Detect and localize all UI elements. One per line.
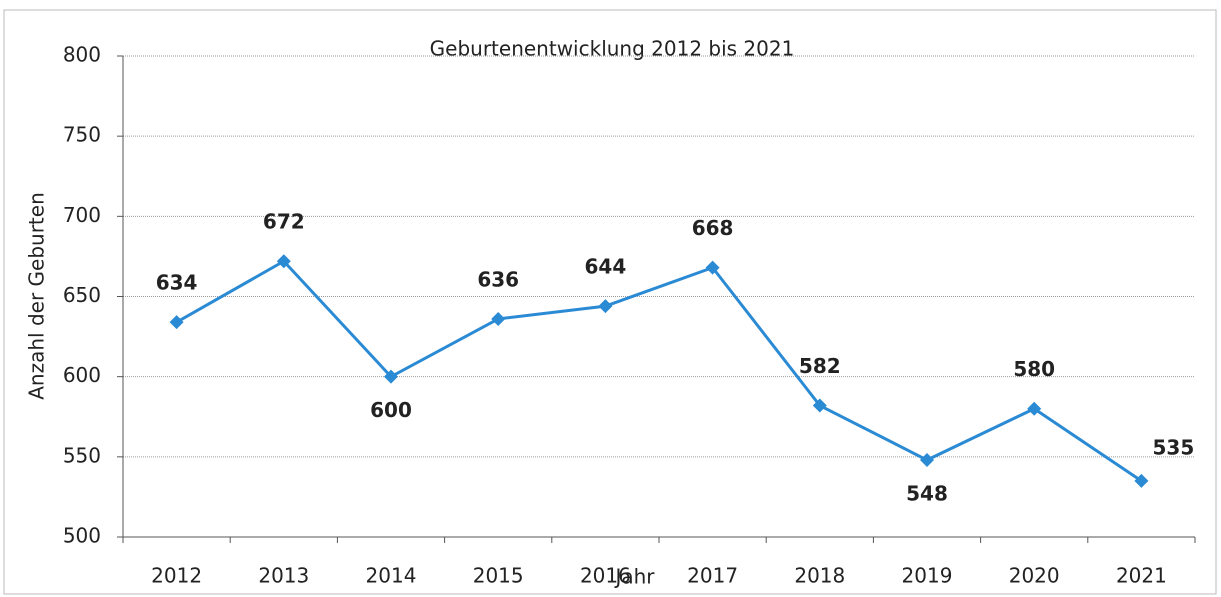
data-label: 580 bbox=[1013, 357, 1055, 381]
line bbox=[175, 259, 1143, 483]
data-label: 535 bbox=[1153, 435, 1195, 459]
y-tick-label: 750 bbox=[63, 123, 101, 147]
marker bbox=[705, 260, 720, 275]
x-tick-label: 2019 bbox=[902, 564, 953, 588]
x-tick-label: 2013 bbox=[258, 564, 309, 588]
marker bbox=[276, 254, 291, 269]
marker bbox=[812, 398, 827, 413]
y-axis-title: Anzahl der Geburten bbox=[25, 192, 49, 400]
data-label: 634 bbox=[156, 271, 198, 295]
y-tick-label: 650 bbox=[63, 283, 101, 307]
chart-frame bbox=[3, 9, 1217, 595]
x-axis-title: Jahr bbox=[613, 565, 655, 589]
y-tick-label: 550 bbox=[63, 443, 101, 467]
y-tick-label: 600 bbox=[63, 363, 101, 387]
data-label: 548 bbox=[906, 482, 948, 506]
marker bbox=[491, 311, 506, 326]
marker bbox=[598, 299, 613, 314]
y-tick-label: 700 bbox=[63, 203, 101, 227]
data-label: 672 bbox=[263, 210, 305, 234]
marker bbox=[1027, 401, 1042, 416]
x-tick-label: 2021 bbox=[1116, 564, 1167, 588]
x-tick-label: 2012 bbox=[151, 564, 202, 588]
marker bbox=[920, 453, 934, 468]
marker bbox=[169, 315, 184, 330]
x-tick-label: 2016 bbox=[580, 564, 631, 588]
data-label: 582 bbox=[799, 354, 841, 378]
data-label: 644 bbox=[585, 255, 627, 279]
marker bbox=[1134, 473, 1149, 488]
x-tick-label: 2014 bbox=[366, 564, 417, 588]
x-tick-label: 2018 bbox=[794, 564, 845, 588]
marker bbox=[384, 369, 398, 384]
data-label: 636 bbox=[477, 267, 519, 291]
x-tick-label: 2020 bbox=[1009, 564, 1060, 588]
x-tick-label: 2017 bbox=[687, 564, 738, 588]
x-tick-label: 2015 bbox=[473, 564, 524, 588]
chart-title: Geburtenentwicklung 2012 bis 2021 bbox=[430, 37, 795, 61]
data-label: 600 bbox=[370, 398, 412, 422]
y-tick-label: 500 bbox=[63, 524, 101, 548]
data-label: 668 bbox=[692, 216, 734, 240]
y-tick-label: 800 bbox=[63, 43, 101, 67]
